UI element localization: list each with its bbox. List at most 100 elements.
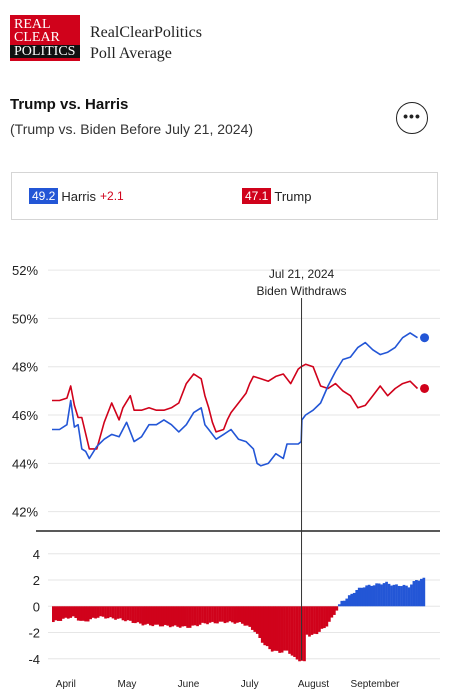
spread-bar (313, 606, 316, 634)
spread-bar (273, 606, 276, 651)
spread-bar (96, 606, 100, 618)
spread-bar (402, 584, 406, 607)
y-tick-label: 42% (12, 505, 38, 520)
spread-bar (178, 606, 182, 628)
spread-bar (265, 606, 269, 647)
annotation-text: Biden Withdraws (257, 284, 347, 298)
spread-bar (191, 606, 194, 626)
spread-bar (213, 606, 217, 624)
spread-bar (91, 606, 95, 618)
spread-bar (56, 606, 60, 621)
spread-bar (410, 584, 413, 607)
harris-label: Harris (61, 188, 97, 204)
spread-bar (94, 606, 97, 619)
rcp-logo: REAL CLEAR POLITICS (10, 15, 80, 61)
spread-bar (337, 604, 341, 607)
spread-bar (218, 606, 222, 622)
spread-bar (308, 606, 311, 637)
x-tick-label: June (178, 679, 200, 690)
spread-bar (158, 606, 162, 627)
spread-bar (412, 581, 416, 607)
trump-label: Trump (274, 188, 312, 204)
logo-line-2: CLEAR (14, 30, 60, 45)
spread-bar (141, 606, 145, 626)
spread-bar (121, 606, 125, 621)
spread-bar (288, 606, 291, 654)
spread-bar (61, 606, 65, 619)
spread-bar (188, 606, 192, 628)
spread-bar (109, 606, 112, 618)
spread-bar (89, 606, 92, 620)
spread-bar (124, 606, 127, 622)
spread-bar (131, 606, 135, 623)
spread-bar (144, 606, 147, 625)
spread-bar (385, 581, 388, 607)
spread-bar (328, 606, 331, 622)
logo-line-1: REAL (14, 17, 51, 32)
series-lines (52, 332, 430, 467)
spread-bar (146, 606, 150, 624)
spread-bar (54, 606, 58, 621)
more-options-button[interactable]: ••• (396, 102, 428, 134)
spread-bar (342, 600, 346, 607)
spread-bar (382, 583, 386, 607)
spread-bar (245, 606, 249, 626)
y-tick-label: 52% (12, 263, 38, 278)
spread-bar (64, 606, 68, 618)
spread-bar (240, 606, 244, 624)
spread-bar (275, 606, 279, 651)
spread-bar (79, 606, 83, 621)
spread-bar (258, 606, 262, 638)
brand-name: RealClearPolitics Poll Average (90, 22, 202, 64)
axis-layer (36, 298, 440, 660)
spread-bar (392, 584, 396, 607)
spread-bar (268, 606, 272, 650)
spread-bar (119, 606, 122, 619)
y-tick-label: 44% (12, 456, 38, 471)
spread-bar (71, 606, 75, 617)
spread-bar (372, 585, 376, 607)
spread-bar (407, 587, 411, 607)
spread-bar (390, 585, 393, 607)
spread-bar (285, 606, 289, 651)
spread-bar (377, 583, 381, 607)
spread-bar (84, 606, 88, 622)
x-tick-label: May (118, 679, 137, 690)
spread-bar (283, 606, 286, 651)
spread-bar (387, 583, 391, 607)
spread-tick-label: -2 (28, 626, 40, 641)
spread-bars (52, 577, 426, 662)
spread-bar (231, 606, 234, 623)
spread-bar (350, 593, 354, 607)
spread-bar (270, 606, 274, 652)
spread-bar (315, 606, 319, 635)
spread-bar (360, 587, 364, 607)
spread-bar (206, 606, 209, 625)
spread-bar (233, 606, 237, 624)
logo-line-3: POLITICS (10, 45, 80, 59)
spread-bar (238, 606, 242, 623)
spread-bar (278, 606, 281, 653)
spread-bar (303, 606, 306, 662)
spread-bar (106, 606, 110, 619)
spread-bar (415, 580, 418, 607)
spread-bar (101, 606, 105, 617)
spread-bar (66, 606, 70, 619)
x-tick-label: April (56, 679, 76, 690)
spread-bar (320, 606, 324, 629)
spread-bar (86, 606, 90, 622)
spread-bar (260, 606, 264, 643)
spread-bar (422, 577, 426, 607)
spread-bar (208, 606, 212, 623)
spread-bar (305, 606, 309, 635)
legend-box: 49.2 Harris +2.1 47.1 Trump (11, 172, 438, 220)
spread-bar (181, 606, 184, 627)
spread-bar (203, 606, 207, 624)
spread-bar (330, 606, 334, 618)
spread-bar (126, 606, 130, 621)
spread-bar (335, 606, 339, 611)
spread-bar (310, 606, 314, 635)
y-tick-label: 50% (12, 311, 38, 326)
spread-bar (395, 584, 398, 607)
spread-bar (397, 585, 401, 607)
